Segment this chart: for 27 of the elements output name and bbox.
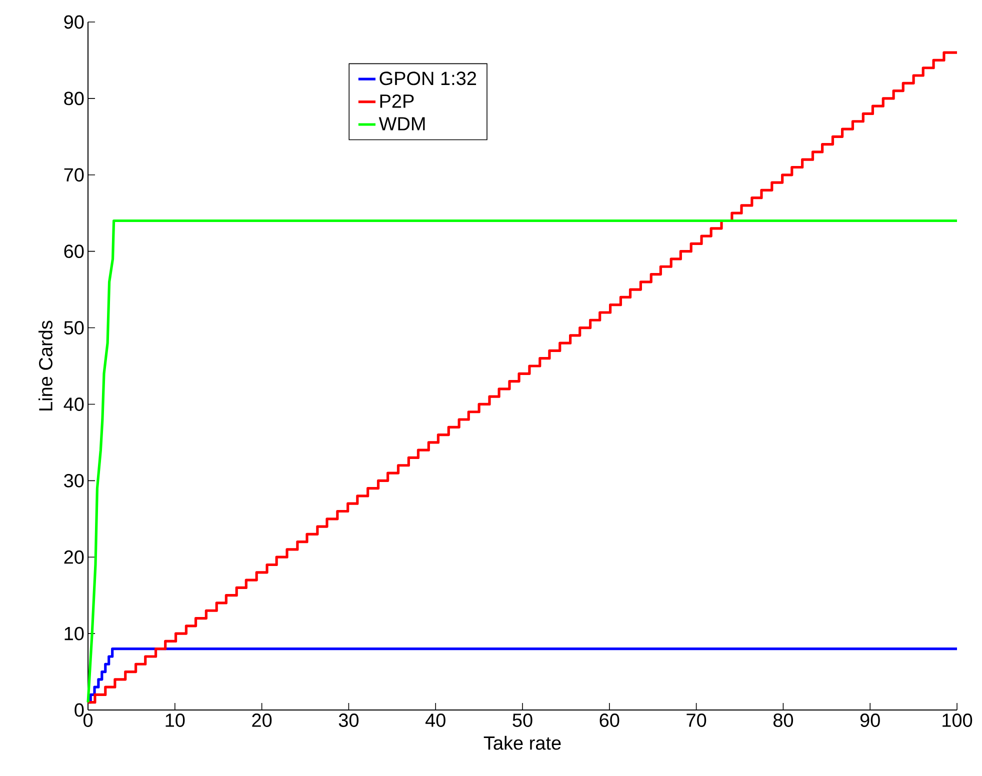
x-tick-label: 40 [425,714,446,727]
x-tick-label: 100 [942,714,972,727]
x-tick-label: 90 [860,714,880,727]
y-tick-label: 10 [64,626,84,640]
x-tick-label: 20 [252,714,272,727]
y-tick-label: 60 [64,244,84,258]
line-series [86,219,958,704]
x-tick-label: 80 [773,714,794,727]
y-tick-label: 90 [64,15,84,29]
y-axis-title: Line Cards [38,320,52,410]
legend-label: P2P [380,94,414,108]
legend-label: WDM [378,117,425,130]
x-tick-label: 70 [686,714,706,727]
x-tick-label: 60 [600,714,620,727]
y-tick-label: 80 [64,92,84,106]
x-axis-title: Take rate [484,736,561,750]
y-tick-label: 20 [64,550,84,564]
legend-label: GPON 1:32 [380,72,476,86]
y-tick-label: 30 [64,474,84,488]
y-tick-label: 50 [64,321,84,335]
x-tick-label: 30 [338,714,359,727]
x-tick-label: 10 [166,714,185,727]
x-tick-label: 50 [512,714,532,727]
y-tick-label: 0 [74,703,84,717]
y-tick-label: 40 [64,397,84,411]
x-tick-label: 0 [83,714,93,727]
y-tick-label: 70 [64,168,84,182]
